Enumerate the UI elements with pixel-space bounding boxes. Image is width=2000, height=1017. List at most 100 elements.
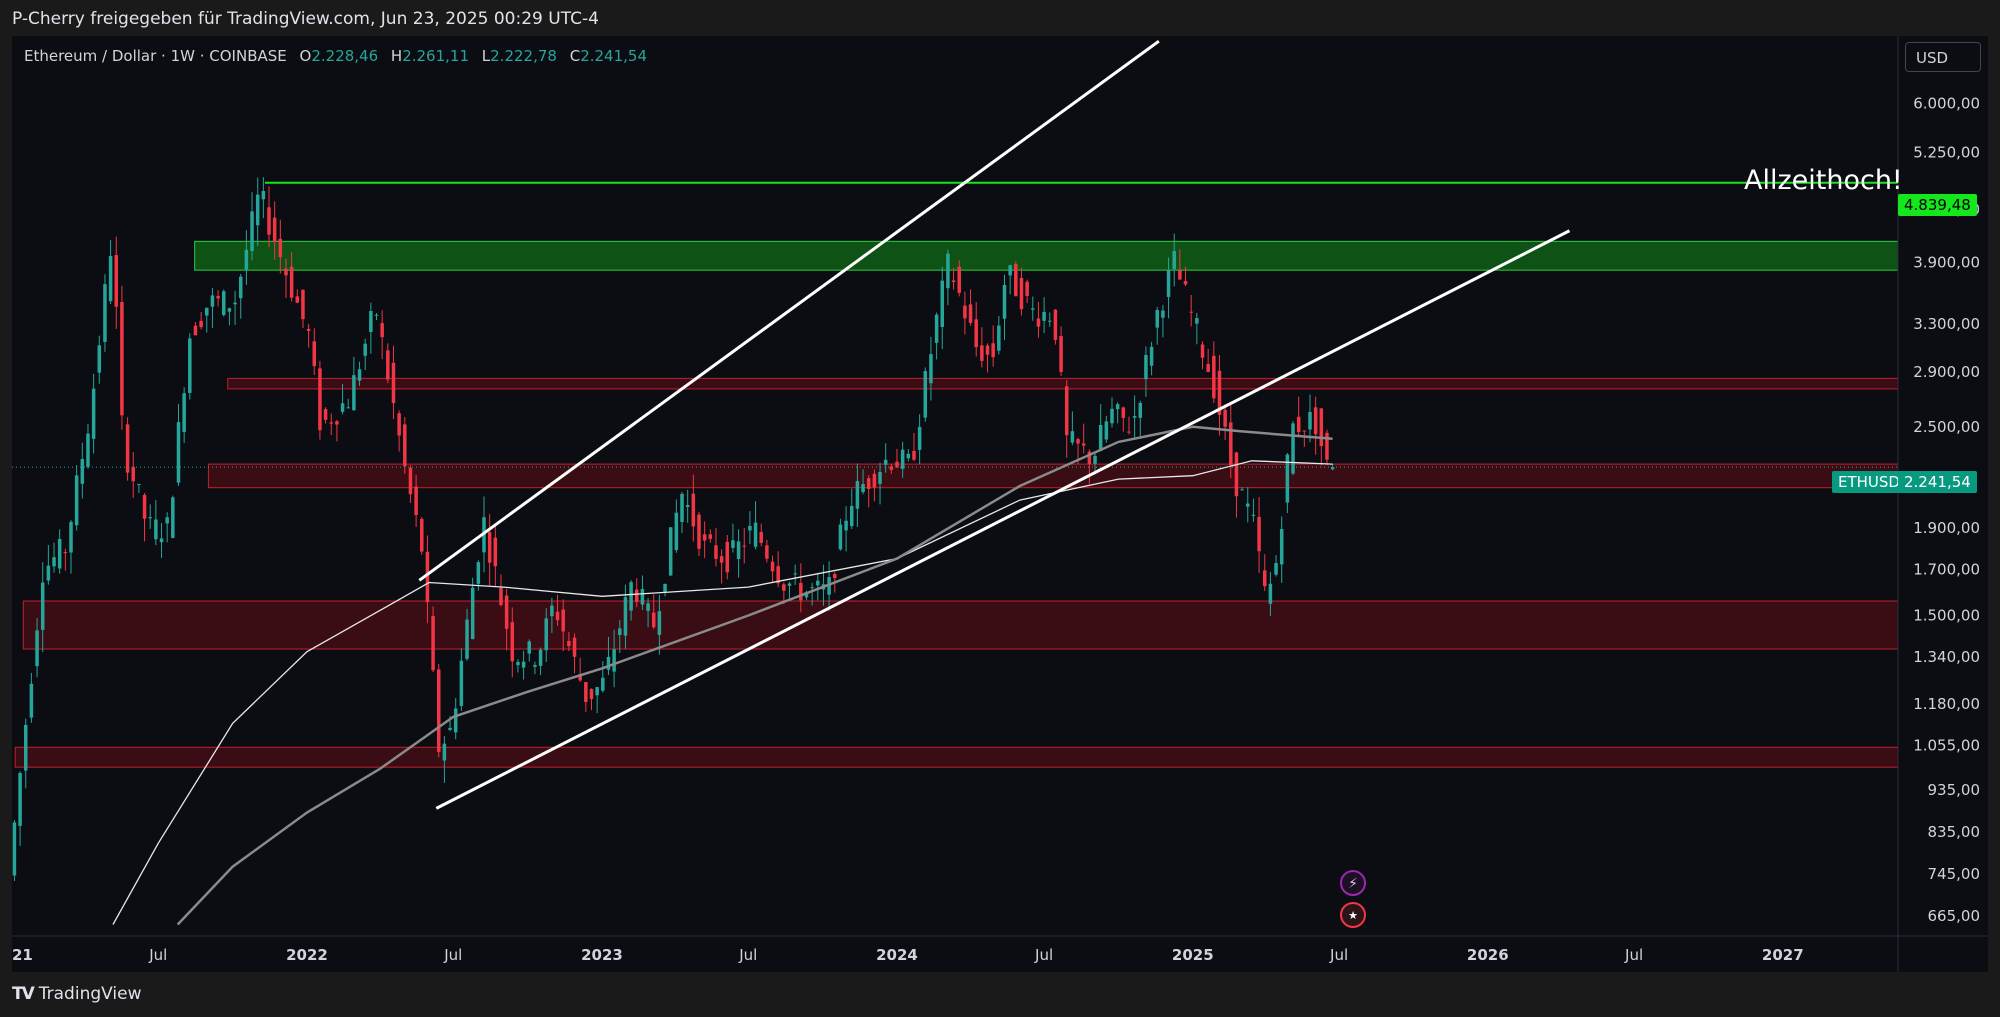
candle-body-120 [691, 493, 696, 527]
y-tick-label-13: 1.055,00 [1913, 737, 1980, 755]
chart-frame[interactable]: 6.800,006.000,005.250,004.500,003.900,00… [12, 36, 1988, 972]
candle-body-191 [1093, 455, 1097, 464]
candle-body-188 [1076, 439, 1080, 444]
symbol-title: Ethereum / Dollar · 1W · COINBASE [24, 47, 287, 65]
x-tick-label-1: Jul [148, 946, 167, 964]
y-tick-label-16: 745,00 [1928, 865, 1981, 883]
candle-body-216 [1234, 452, 1239, 497]
x-tick-label-5: Jul [738, 946, 757, 964]
candle-body-130 [748, 525, 752, 531]
candle-body-16 [103, 284, 107, 342]
candle-body-43 [255, 194, 260, 226]
candle-body-72 [420, 518, 424, 552]
candle-body-166 [951, 280, 956, 283]
symbol-legend[interactable]: Ethereum / Dollar · 1W · COINBASE O2.228… [24, 47, 647, 65]
candle-body-76 [442, 743, 447, 761]
candle-body-128 [736, 541, 741, 560]
candle-body-47 [278, 238, 283, 258]
candle-body-48 [284, 268, 288, 276]
zone-resistance [194, 240, 1899, 271]
candle-body-98 [567, 641, 571, 647]
candle-body-177 [1014, 264, 1018, 297]
candle-body-87 [504, 595, 509, 629]
ath-annotation: Allzeithoch! [1744, 165, 1903, 196]
x-tick-label-12: 2027 [1762, 946, 1804, 964]
candle-body-196 [1121, 407, 1126, 418]
open-value: 2.228,46 [311, 47, 379, 65]
candle-body-57 [335, 421, 339, 425]
candle-body-5 [40, 582, 45, 630]
x-tick-label-0: 2021 [12, 946, 33, 964]
candle-body-14 [91, 388, 96, 439]
candle-body-178 [1019, 277, 1024, 310]
candle-body-176 [1008, 265, 1012, 276]
candle-body-71 [414, 486, 418, 516]
candle-body-132 [759, 531, 763, 543]
candle-body-18 [114, 255, 119, 307]
y-tick-label-15: 835,00 [1928, 823, 1981, 841]
us-flag-icon[interactable]: ★ [1340, 902, 1366, 928]
candle-body-156 [895, 461, 899, 468]
candle-body-94 [544, 618, 548, 651]
ath-price-tag: 4.839,48 [1898, 194, 1977, 216]
candle-body-8 [57, 539, 62, 569]
candle-body-44 [261, 191, 266, 200]
candle-body-223 [1274, 563, 1278, 575]
open-label: O [299, 47, 312, 65]
candle-body-160 [917, 426, 922, 450]
x-tick-label-3: Jul [443, 946, 462, 964]
candle-body-193 [1104, 421, 1109, 440]
candle-body-219 [1251, 514, 1256, 516]
candle-body-63 [369, 311, 373, 333]
currency-button[interactable]: USD [1905, 42, 1981, 72]
candle-body-111 [640, 589, 645, 605]
candle-body-0 [12, 822, 17, 876]
candle-body-217 [1240, 489, 1244, 491]
candle-body-133 [765, 545, 769, 559]
price-chart[interactable]: 6.800,006.000,005.250,004.500,003.900,00… [12, 36, 1988, 972]
candle-body-171 [980, 345, 984, 361]
candle-body-147 [844, 520, 848, 531]
candle-body-24 [148, 517, 152, 519]
candle-body-221 [1262, 570, 1267, 587]
candle-body-173 [991, 343, 995, 358]
candle-body-146 [838, 524, 843, 550]
candle-body-224 [1279, 529, 1284, 565]
candle-body-66 [386, 350, 390, 380]
y-tick-label-6: 2.900,00 [1913, 363, 1980, 381]
candle-body-190 [1087, 451, 1092, 464]
y-tick-label-11: 1.340,00 [1913, 648, 1980, 666]
candle-body-116 [668, 527, 673, 576]
candle-body-175 [1002, 285, 1007, 319]
candle-body-163 [934, 314, 939, 343]
candle-body-187 [1070, 431, 1075, 443]
candle-body-103 [595, 687, 599, 696]
candle-body-214 [1223, 409, 1227, 427]
tradingview-logo[interactable]: TV TradingView [12, 984, 141, 1004]
candle-body-25 [154, 519, 158, 540]
candle-body-141 [810, 587, 814, 589]
candle-body-179 [1025, 281, 1029, 296]
y-tick-label-2: 5.250,00 [1913, 144, 1980, 162]
candle-body-169 [968, 304, 973, 323]
candle-body-222 [1268, 583, 1273, 604]
candle-body-50 [295, 296, 300, 303]
candle-body-140 [804, 592, 809, 598]
candle-body-19 [120, 302, 124, 416]
candle-body-115 [663, 583, 667, 593]
candle-body-84 [487, 532, 492, 563]
candle-body-183 [1047, 320, 1052, 322]
candle-body-135 [776, 566, 780, 584]
x-tick-label-10: 2026 [1467, 946, 1509, 964]
candle-body-122 [702, 534, 707, 541]
bolt-icon[interactable]: ⚡ [1340, 870, 1366, 896]
candle-body-113 [651, 612, 656, 628]
candle-body-34 [205, 307, 209, 316]
candle-body-154 [883, 459, 888, 465]
candle-body-153 [878, 472, 882, 484]
x-tick-label-2: 2022 [286, 946, 328, 964]
candle-body-2 [23, 724, 28, 771]
candle-body-167 [957, 266, 961, 293]
price-axis [1898, 36, 1988, 972]
candle-body-97 [561, 609, 565, 632]
